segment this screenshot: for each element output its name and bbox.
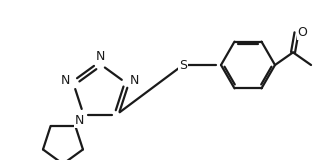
- Text: N: N: [75, 114, 84, 127]
- Text: N: N: [130, 74, 139, 87]
- Text: S: S: [179, 59, 187, 72]
- Text: N: N: [95, 49, 105, 63]
- Text: N: N: [61, 74, 70, 87]
- Text: O: O: [298, 26, 307, 39]
